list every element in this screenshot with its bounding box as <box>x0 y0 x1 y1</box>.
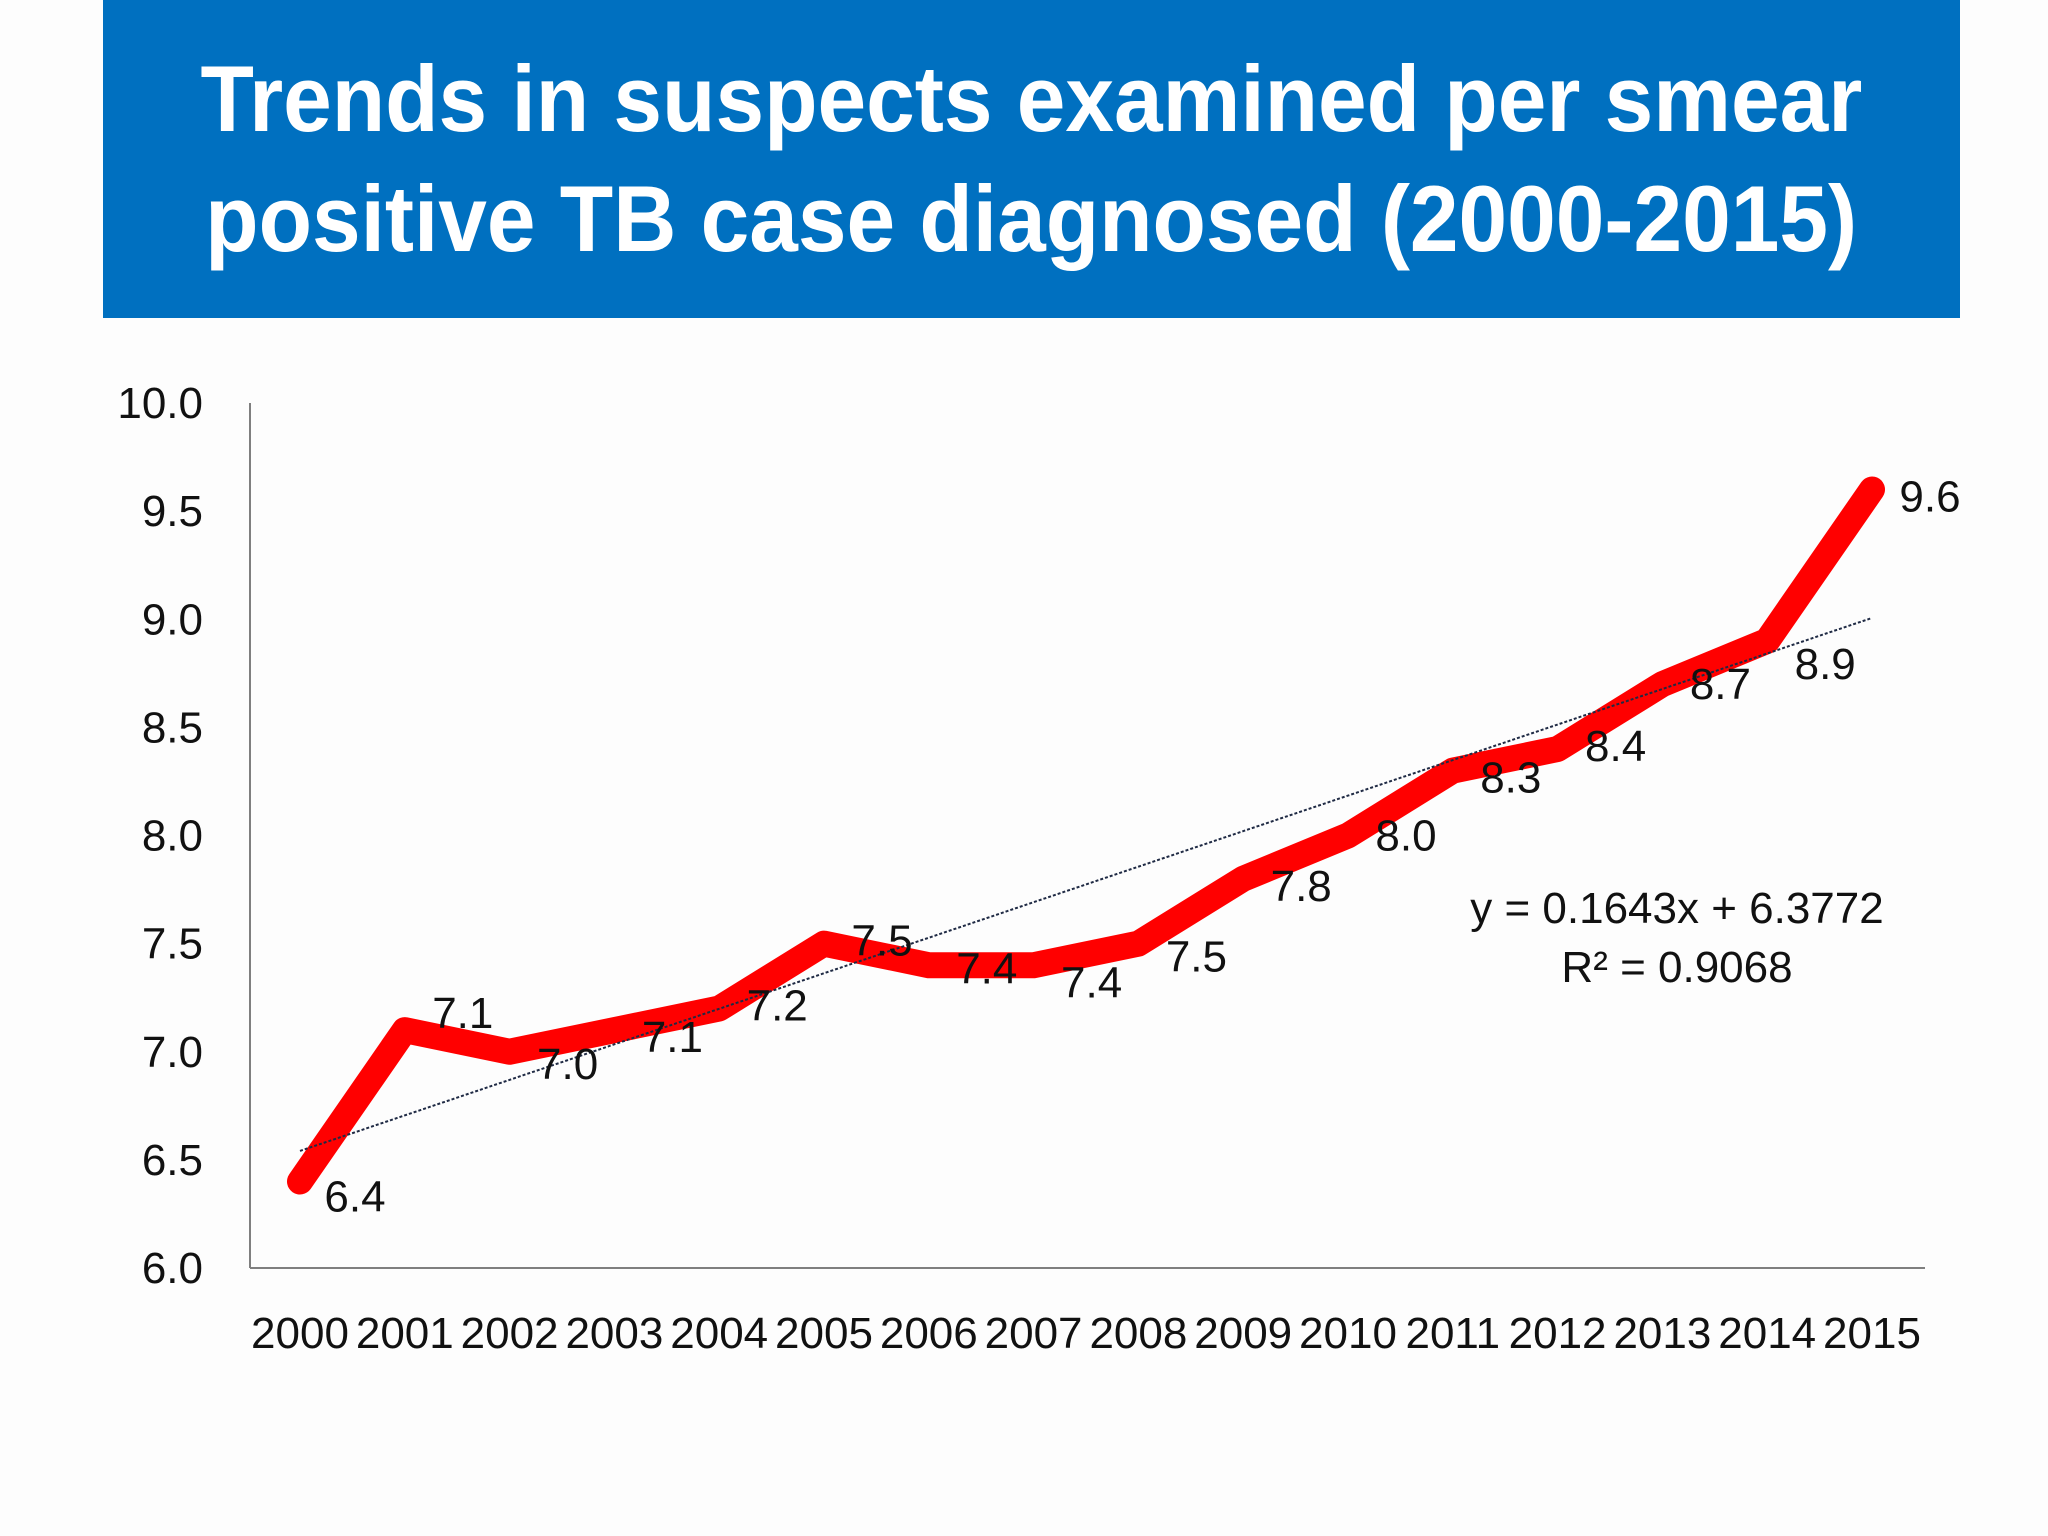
data-label: 7.0 <box>537 1040 598 1089</box>
data-label: 7.4 <box>956 944 1017 993</box>
y-tick-label: 9.5 <box>142 487 203 536</box>
y-tick-label: 7.5 <box>142 920 203 969</box>
data-label: 7.4 <box>1061 958 1122 1007</box>
data-label: 7.5 <box>1166 933 1227 982</box>
x-tick-label: 2010 <box>1299 1309 1397 1358</box>
chart-axes <box>249 403 1925 1269</box>
y-tick-label: 6.0 <box>142 1244 203 1293</box>
data-label: 9.6 <box>1899 473 1960 522</box>
data-label: 7.1 <box>432 989 493 1038</box>
series-line-group <box>287 476 1885 1195</box>
data-label: 8.0 <box>1375 812 1436 861</box>
x-tick-label: 2015 <box>1823 1309 1921 1358</box>
x-tick-label: 2000 <box>251 1309 349 1358</box>
y-tick-label: 7.0 <box>142 1028 203 1077</box>
x-tick-label: 2003 <box>565 1309 663 1358</box>
x-axis-tick-labels: 2000 2001 2002 2003 2004 2005 2006 2007 2008 2009… <box>251 1309 1921 1358</box>
x-tick-label: 2014 <box>1718 1309 1816 1358</box>
data-label: 7.1 <box>642 1013 703 1062</box>
trendline-group <box>299 617 1873 1152</box>
x-tick-label: 2001 <box>356 1309 454 1358</box>
x-tick-label: 2009 <box>1194 1309 1292 1358</box>
trendline-r-squared: R² = 0.9068 <box>1561 943 1792 992</box>
x-tick-label: 2005 <box>775 1309 873 1358</box>
data-label: 7.5 <box>851 917 912 966</box>
y-axis-tick-labels: 6.0 6.5 7.0 7.5 8.0 8.5 9.0 9.5 10.0 <box>117 379 203 1293</box>
x-tick-label: 2007 <box>985 1309 1083 1358</box>
data-label: 7.8 <box>1271 862 1332 911</box>
chart-title-line-2: positive TB case diagnosed (2000-2015) <box>205 166 1858 271</box>
chart-title-line-1: Trends in suspects examined per smear <box>200 46 1863 151</box>
data-label: 6.4 <box>324 1173 385 1222</box>
x-tick-label: 2008 <box>1089 1309 1187 1358</box>
y-tick-label: 9.0 <box>142 595 203 644</box>
series-line <box>287 476 1885 1195</box>
x-tick-label: 2002 <box>461 1309 559 1358</box>
y-tick-label: 6.5 <box>142 1136 203 1185</box>
trendline-equation: y = 0.1643x + 6.3772 <box>1470 884 1883 933</box>
title-banner: Trends in suspects examined per smear po… <box>103 0 1960 318</box>
y-tick-label: 8.0 <box>142 812 203 861</box>
data-label: 7.2 <box>747 982 808 1031</box>
x-tick-label: 2013 <box>1613 1309 1711 1358</box>
data-label: 8.9 <box>1795 640 1856 689</box>
x-tick-label: 2011 <box>1405 1309 1500 1358</box>
linear-trendline <box>299 617 1873 1152</box>
data-label: 8.4 <box>1585 722 1646 771</box>
data-label: 8.7 <box>1690 660 1751 709</box>
x-tick-label: 2006 <box>880 1309 978 1358</box>
y-tick-label: 8.5 <box>142 703 203 752</box>
x-tick-label: 2004 <box>670 1309 768 1358</box>
x-tick-label: 2012 <box>1509 1309 1607 1358</box>
y-tick-label: 10.0 <box>117 379 203 428</box>
data-label: 8.3 <box>1480 754 1541 803</box>
data-labels: 6.4 7.1 7.0 7.1 7.2 7.5 7.4 7.4 7.5 7.8 8.0 8.3 8.4 8… <box>324 473 1960 1222</box>
